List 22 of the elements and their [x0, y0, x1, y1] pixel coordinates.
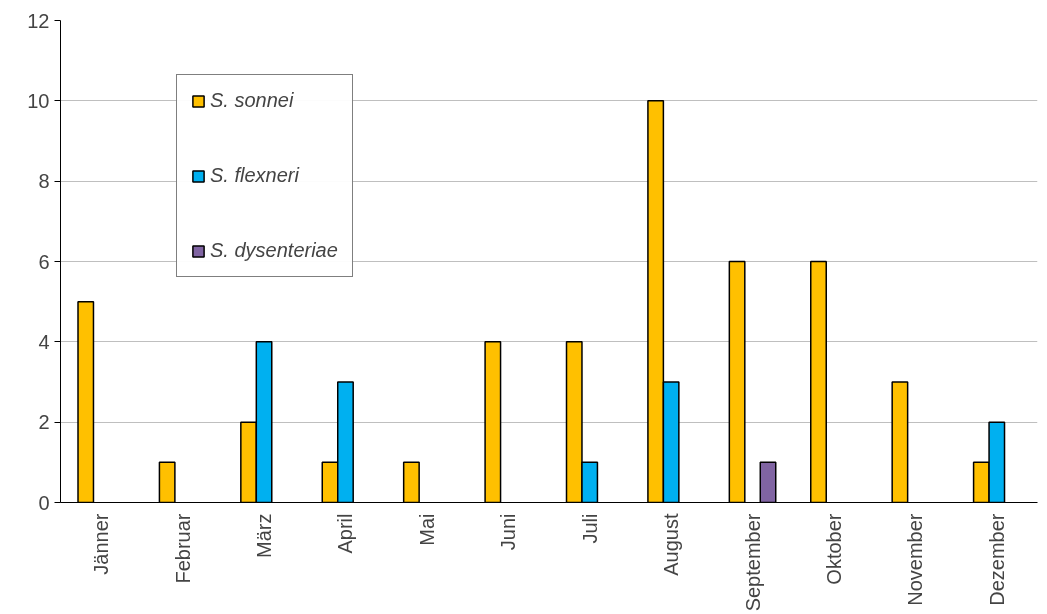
x-tick-label: Juli [578, 513, 601, 544]
x-tick-label: April [334, 513, 357, 554]
x-tick-label: Jänner [90, 513, 113, 575]
x-tick-label: Oktober [822, 513, 845, 585]
x-tick-label: März [253, 513, 276, 558]
x-tick-label: Dezember [985, 513, 1008, 606]
x-tick-label: Mai [415, 513, 438, 546]
y-tick-label: 12 [27, 9, 50, 32]
y-tick-label: 10 [27, 89, 50, 112]
x-tick-label: Februar [171, 513, 194, 584]
x-tick-label: September [741, 513, 764, 612]
y-tick-label: 6 [38, 250, 50, 273]
legend-label: S. flexneri [210, 164, 299, 187]
y-tick-label: 0 [38, 491, 50, 514]
x-tick-label: Juni [497, 513, 520, 551]
legend-label: S. dysenteriae [210, 239, 338, 262]
legend-label: S. sonnei [210, 89, 294, 112]
y-tick-label: 2 [38, 411, 50, 434]
x-tick-label: August [660, 513, 683, 576]
y-tick-label: 8 [38, 170, 50, 193]
x-tick-label: November [904, 513, 927, 606]
y-tick-label: 4 [38, 330, 50, 353]
